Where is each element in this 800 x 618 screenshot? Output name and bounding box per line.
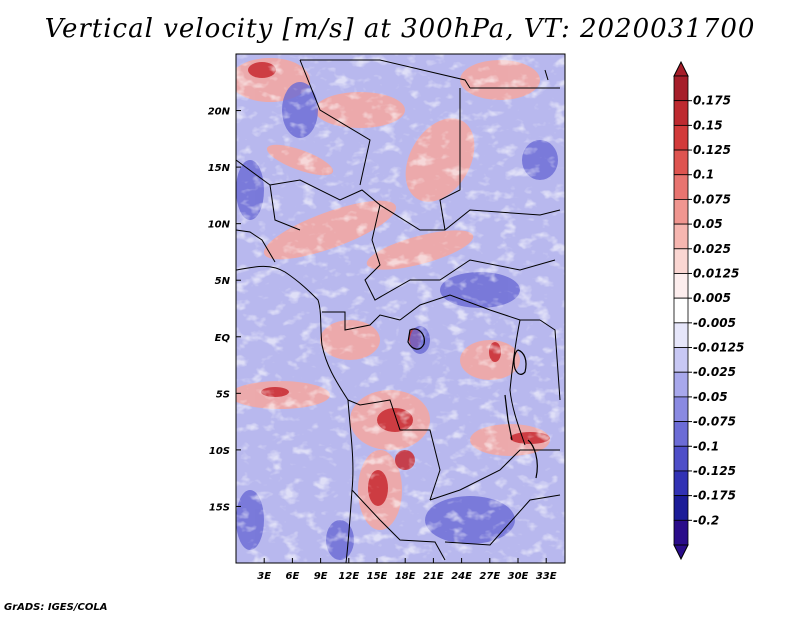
colorbar-label: 0.1 bbox=[693, 168, 714, 182]
colorbar-swatch bbox=[673, 149, 689, 176]
lat-tick-label: 15N bbox=[208, 163, 231, 174]
colorbar-swatch bbox=[673, 75, 689, 102]
colorbar-swatch bbox=[673, 519, 689, 546]
colorbar-label: -0.025 bbox=[693, 365, 736, 379]
colorbar-swatch bbox=[673, 174, 689, 200]
longitude-axis: 3E 6E 9E 12E 15E 18E 21E 24E 27E 30E 33E bbox=[257, 558, 557, 582]
lon-tick-label: 33E bbox=[536, 571, 557, 582]
footer-credit: GrADS: IGES/COLA bbox=[4, 602, 108, 613]
lon-tick-label: 3E bbox=[257, 571, 271, 582]
colorbar: 0.175 0.15 0.125 0.1 0.075 0.05 0.025 0.0125 0.0… bbox=[673, 60, 744, 561]
lon-tick-label: 30E bbox=[508, 571, 529, 582]
colorbar-label: -0.1 bbox=[693, 439, 719, 453]
colorbar-swatch bbox=[673, 223, 689, 250]
lat-tick-label: 20N bbox=[208, 107, 231, 118]
lat-tick-label: EQ bbox=[215, 333, 231, 344]
colorbar-label: -0.005 bbox=[693, 316, 736, 330]
colorbar-swatch bbox=[673, 297, 689, 324]
colorbar-label: 0.005 bbox=[693, 291, 731, 305]
lat-tick-label: 10N bbox=[208, 220, 231, 231]
colorbar-bottom-arrow bbox=[673, 544, 689, 561]
colorbar-swatch bbox=[673, 371, 689, 398]
lon-tick-label: 18E bbox=[395, 571, 416, 582]
colorbar-swatch bbox=[673, 248, 689, 274]
colorbar-label: -0.075 bbox=[693, 415, 736, 429]
colorbar-label: 0.15 bbox=[693, 118, 723, 132]
lon-tick-label: 24E bbox=[451, 571, 472, 582]
colorbar-label: 0.125 bbox=[693, 143, 731, 157]
lon-tick-label: 6E bbox=[286, 571, 300, 582]
colorbar-label: 0.05 bbox=[693, 217, 723, 231]
colorbar-swatch bbox=[673, 495, 689, 521]
colorbar-swatch bbox=[673, 445, 689, 472]
colorbar-label: 0.0125 bbox=[693, 266, 739, 280]
velocity-field bbox=[236, 54, 565, 563]
colorbar-swatch bbox=[673, 273, 689, 299]
colorbar-swatch bbox=[673, 396, 689, 422]
colorbar-swatch bbox=[673, 124, 689, 151]
lon-tick-label: 9E bbox=[314, 571, 328, 582]
lake-outlines bbox=[407, 328, 538, 479]
colorbar-label: -0.125 bbox=[693, 464, 736, 478]
colorbar-label: 0.175 bbox=[693, 94, 731, 108]
lon-tick-label: 12E bbox=[338, 571, 359, 582]
colorbar-top-arrow bbox=[673, 60, 689, 77]
colorbar-swatch bbox=[673, 421, 689, 447]
chart-title: Vertical velocity [m/s] at 300hPa, VT: 2… bbox=[44, 14, 756, 44]
lon-tick-label: 15E bbox=[367, 571, 388, 582]
lat-tick-label: 10S bbox=[209, 446, 230, 457]
plot-frame bbox=[235, 53, 566, 564]
colorbar-label: 0.025 bbox=[693, 242, 731, 256]
lon-tick-label: 21E bbox=[423, 571, 444, 582]
colorbar-label: -0.175 bbox=[693, 489, 736, 503]
colorbar-label: -0.2 bbox=[693, 513, 719, 527]
colorbar-swatch bbox=[673, 199, 689, 225]
lat-tick-label: 5S bbox=[216, 389, 230, 400]
colorbar-label: 0.075 bbox=[693, 192, 731, 206]
country-borders bbox=[235, 59, 561, 564]
colorbar-swatch bbox=[673, 470, 689, 497]
colorbar-swatch bbox=[673, 347, 689, 373]
lon-tick-label: 27E bbox=[479, 571, 500, 582]
lat-tick-label: 5N bbox=[215, 276, 231, 287]
colorbar-swatch bbox=[673, 100, 689, 126]
colorbar-label: -0.0125 bbox=[693, 341, 744, 355]
colorbar-swatch bbox=[673, 322, 689, 348]
latitude-axis: 20N 15N 10N 5N EQ 5S 10S 15S bbox=[208, 107, 241, 513]
lat-tick-label: 15S bbox=[209, 502, 230, 513]
colorbar-label: -0.05 bbox=[693, 390, 728, 404]
